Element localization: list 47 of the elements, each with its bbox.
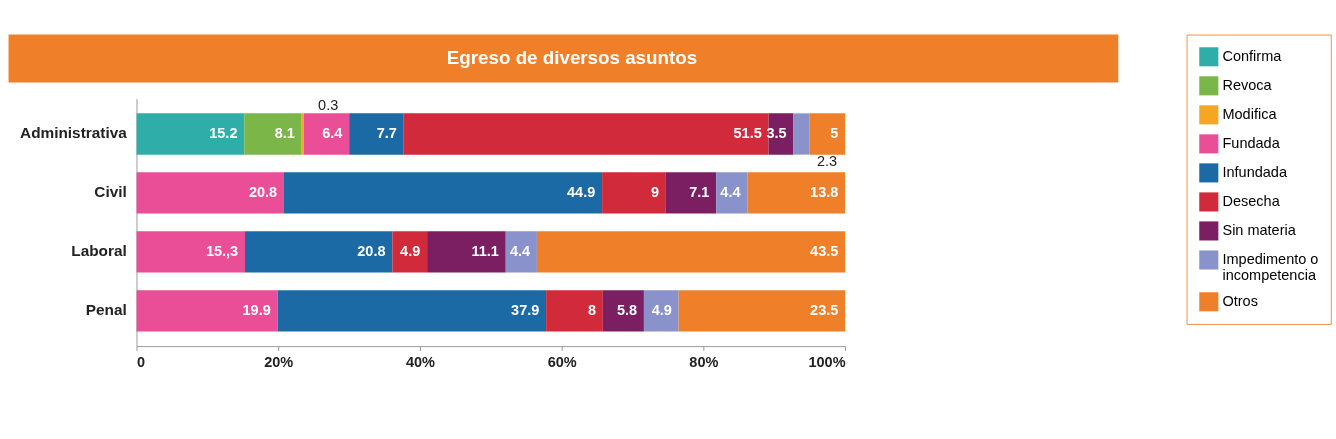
- data-label: 4.9: [400, 243, 421, 260]
- data-label: 4.9: [651, 302, 672, 319]
- data-label: 20.8: [357, 243, 386, 260]
- data-label: 9: [650, 184, 660, 201]
- legend-label: Sin materia: [1222, 222, 1297, 239]
- legend-label: Fundada: [1222, 135, 1281, 152]
- data-label: 37.9: [511, 302, 540, 319]
- data-label: 7.1: [689, 184, 710, 201]
- y-tick-label: Penal: [85, 301, 127, 319]
- x-tick-label: 40%: [405, 354, 436, 371]
- x-tick-label: 20%: [264, 354, 294, 371]
- data-label: 13.8: [810, 184, 839, 201]
- legend-label: Modifica: [1222, 106, 1278, 123]
- legend-label: Confirma: [1222, 48, 1283, 65]
- data-label: 3.5: [766, 125, 787, 142]
- legend-label: Impedimento o incompetencia: [1222, 251, 1319, 284]
- y-tick-label: Administrativa: [20, 124, 128, 142]
- data-label: 19.9: [242, 302, 271, 319]
- y-tick-label: Laboral: [71, 242, 127, 260]
- data-label: 6.4: [322, 125, 343, 142]
- data-label: 23.5: [810, 302, 839, 319]
- data-label: 8: [587, 302, 596, 319]
- data-label: 7.7: [376, 125, 397, 142]
- data-label: 4.4: [720, 184, 741, 201]
- data-label: 5: [830, 125, 839, 142]
- x-tick-label: 100%: [808, 354, 846, 371]
- legend-label: Desecha: [1222, 193, 1281, 210]
- data-label: 51.5: [733, 125, 762, 142]
- data-label: 15.2: [209, 125, 238, 142]
- data-label: 4.4: [509, 243, 531, 260]
- data-label: 43.5: [810, 243, 839, 260]
- data-label: 44.9: [567, 184, 596, 201]
- data-label: 0.3: [318, 97, 339, 114]
- data-label: 5.8: [616, 302, 638, 319]
- x-tick-label: 0: [137, 354, 146, 371]
- x-tick-label: 60%: [547, 354, 577, 371]
- legend-label: Revoca: [1222, 77, 1273, 94]
- data-label: 15.,3: [205, 243, 239, 260]
- y-tick-label: Civil: [94, 183, 127, 201]
- x-tick-label: 80%: [689, 354, 719, 371]
- data-label: 2.3: [816, 153, 838, 170]
- data-label: 8.1: [274, 125, 295, 142]
- legend-label: Otros: [1222, 293, 1258, 310]
- chart-title: Egreso de diversos asuntos: [446, 47, 698, 69]
- data-label: 20.8: [248, 184, 278, 201]
- data-label: 11.1: [471, 243, 499, 260]
- legend-label: Infundada: [1222, 164, 1288, 181]
